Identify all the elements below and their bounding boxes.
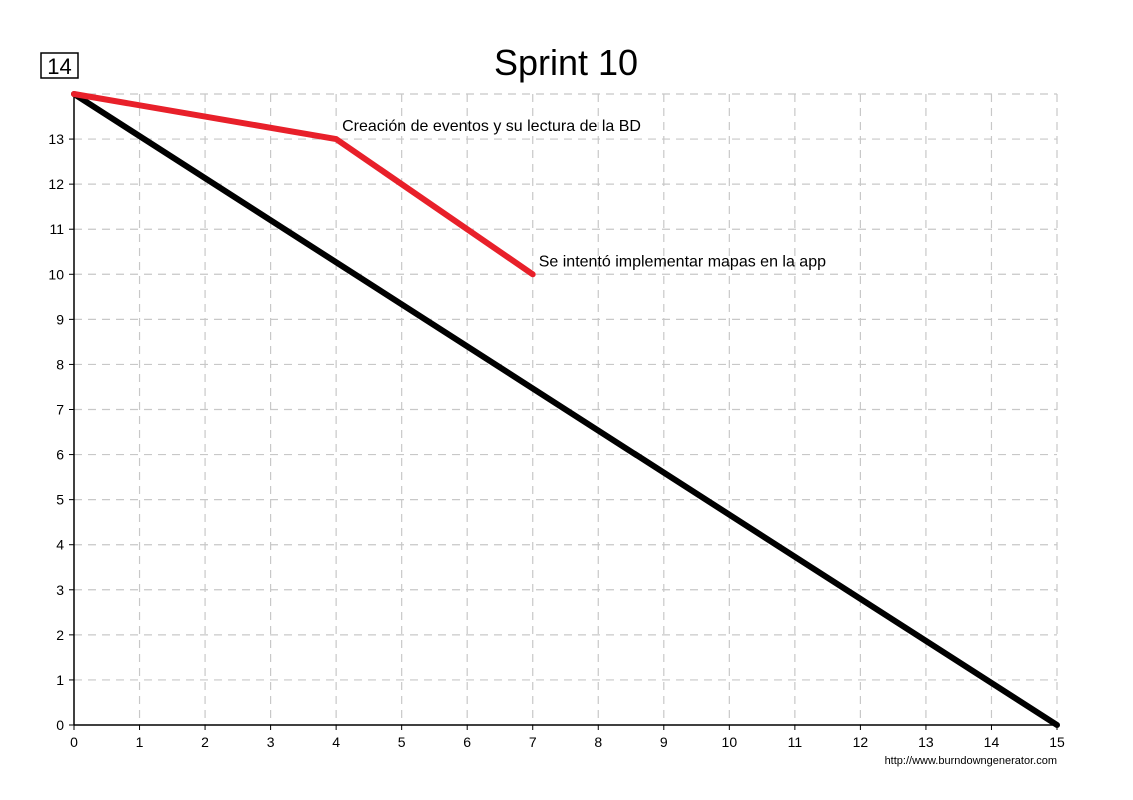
ideal-burndown-line	[71, 91, 1060, 728]
y-top-label: 14	[47, 54, 71, 79]
series-lines	[71, 91, 1060, 728]
y-tick-label: 7	[56, 402, 64, 418]
y-tick-label: 1	[56, 672, 64, 688]
x-tick-label: 14	[984, 734, 1000, 750]
x-tick-label: 0	[70, 734, 78, 750]
axes	[73, 92, 1059, 726]
source-link[interactable]: http://www.burndowngenerator.com	[885, 755, 1057, 767]
y-top-label-box: 14	[40, 52, 79, 79]
chart-title: Sprint 10	[494, 42, 638, 83]
y-tick-label: 5	[56, 492, 64, 508]
x-tick-label: 12	[853, 734, 869, 750]
x-tick-label: 7	[529, 734, 537, 750]
annotations: Creación de eventos y su lectura de la B…	[342, 118, 826, 270]
y-tick-label: 2	[56, 627, 64, 643]
x-tick-label: 6	[463, 734, 471, 750]
x-tick-label: 9	[660, 734, 668, 750]
point-annotation: Creación de eventos y su lectura de la B…	[342, 118, 641, 135]
x-tick-label: 5	[398, 734, 406, 750]
actual-burndown-line	[71, 91, 536, 278]
grid-lines	[74, 93, 1058, 725]
y-tick-label: 12	[48, 176, 64, 192]
y-tick-label: 4	[56, 537, 64, 553]
y-tick-label: 8	[56, 356, 64, 372]
y-tick-label: 6	[56, 447, 64, 463]
y-tick-label: 3	[56, 582, 64, 598]
x-tick-label: 11	[788, 734, 803, 750]
y-tick-label: 0	[56, 717, 64, 733]
x-tick-label: 3	[267, 734, 275, 750]
x-tick-label: 2	[201, 734, 209, 750]
x-tick-label: 15	[1049, 734, 1065, 750]
point-annotation: Se intentó implementar mapas en la app	[539, 253, 826, 270]
y-tick-label: 11	[49, 221, 64, 237]
x-tick-label: 8	[594, 734, 602, 750]
x-tick-label: 13	[918, 734, 934, 750]
x-tick-label: 4	[332, 734, 340, 750]
x-tick-label: 1	[136, 734, 144, 750]
y-tick-label: 13	[48, 131, 64, 147]
x-tick-label: 10	[722, 734, 738, 750]
y-tick-label: 9	[56, 311, 64, 327]
y-tick-label: 10	[48, 266, 64, 282]
